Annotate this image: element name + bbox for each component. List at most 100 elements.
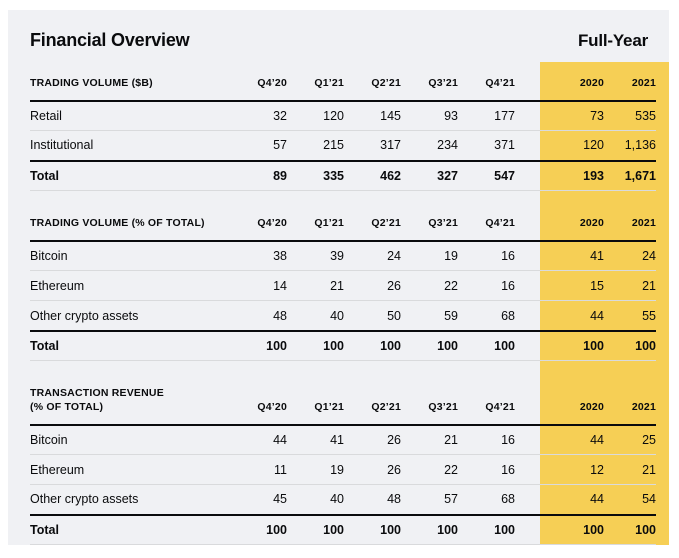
table-cell: 177 (458, 100, 515, 132)
tables-container: TRADING VOLUME ($B) Q4’20 Q1’21 Q2’21 Q3’21 Q… (8, 63, 669, 545)
row-label: Total (30, 329, 230, 362)
table-trading-volume-of-total: TRADING VOLUME (% OF TOTAL) Q4’20 Q1’21 Q2’… (30, 207, 656, 362)
table-cell: 44 (230, 424, 287, 456)
table-cell: 547 (458, 159, 515, 192)
table-cell: 26 (344, 270, 401, 302)
row-label: Bitcoin (30, 240, 230, 272)
table-title: TRADING VOLUME (% OF TOTAL) (30, 207, 230, 242)
table-cell: 100 (540, 513, 604, 545)
table-cell: 57 (401, 484, 458, 516)
table-cell: 21 (401, 424, 458, 456)
table-cell: 100 (287, 513, 344, 545)
column-header-2021: 2021 (604, 207, 656, 242)
row-label: Total (30, 159, 230, 192)
table-cell: 16 (458, 424, 515, 456)
table-cell: 45 (230, 484, 287, 516)
table-cell: 100 (401, 513, 458, 545)
table-cell: 48 (230, 300, 287, 332)
table-cell: 14 (230, 270, 287, 302)
page-title: Financial Overview (30, 30, 190, 50)
spacer (515, 159, 540, 192)
table-cell: 120 (540, 130, 604, 162)
table-cell: 32 (230, 100, 287, 132)
table-cell: 68 (458, 484, 515, 516)
table-cell: 44 (540, 300, 604, 332)
row-label: Ethereum (30, 454, 230, 486)
table-cell: 100 (540, 329, 604, 362)
spacer (515, 377, 540, 426)
full-year-label: Full-Year (577, 31, 648, 50)
table-cell: 41 (540, 240, 604, 272)
table-cell: 100 (458, 513, 515, 545)
table-row-total: Total 100 100 100 100 100 100 100 (30, 329, 656, 362)
table-cell: 40 (287, 484, 344, 516)
column-header-q4-21: Q4’21 (458, 377, 515, 426)
table-cell: 100 (344, 329, 401, 362)
spacer (515, 300, 540, 332)
table-row-ethereum: Ethereum 11 19 26 22 16 12 21 (30, 454, 656, 486)
row-label: Institutional (30, 130, 230, 162)
table-cell: 44 (540, 424, 604, 456)
table-cell: 327 (401, 159, 458, 192)
row-label: Other crypto assets (30, 484, 230, 516)
table-cell: 54 (604, 484, 656, 516)
table-row-other-crypto-assets: Other crypto assets 45 40 48 57 68 44 54 (30, 484, 656, 516)
column-header-q4-20: Q4’20 (230, 207, 287, 242)
table-row-total: Total 89 335 462 327 547 193 1,671 (30, 159, 656, 192)
table-cell: 1,671 (604, 159, 656, 192)
column-header-q4-20: Q4’20 (230, 377, 287, 426)
column-header-2020: 2020 (540, 377, 604, 426)
table-cell: 73 (540, 100, 604, 132)
table-header-row: TRADING VOLUME ($B) Q4’20 Q1’21 Q2’21 Q3’21 Q… (30, 63, 656, 102)
column-header-q1-21: Q1’21 (287, 207, 344, 242)
spacer (515, 240, 540, 272)
row-label: Total (30, 513, 230, 545)
table-cell: 57 (230, 130, 287, 162)
table-cell: 68 (458, 300, 515, 332)
table-cell: 21 (604, 270, 656, 302)
table-cell: 100 (458, 329, 515, 362)
table-cell: 21 (287, 270, 344, 302)
table-title: TRADING VOLUME ($B) (30, 63, 230, 102)
table-cell: 44 (540, 484, 604, 516)
column-header-q3-21: Q3’21 (401, 63, 458, 102)
table-transaction-revenue: TRANSACTION REVENUE (% OF TOTAL) Q4’20 Q1’2… (30, 377, 656, 545)
table-cell: 462 (344, 159, 401, 192)
spacer (515, 207, 540, 242)
table-cell: 371 (458, 130, 515, 162)
spacer (515, 329, 540, 362)
table-cell: 89 (230, 159, 287, 192)
table-cell: 39 (287, 240, 344, 272)
column-header-2020: 2020 (540, 207, 604, 242)
table-row-other-crypto-assets: Other crypto assets 48 40 50 59 68 44 55 (30, 300, 656, 332)
table-cell: 26 (344, 424, 401, 456)
financial-overview-panel: Financial Overview Full-Year TRADING VOL… (8, 10, 669, 545)
table-cell: 19 (287, 454, 344, 486)
spacer (515, 484, 540, 516)
table-trading-volume-b: TRADING VOLUME ($B) Q4’20 Q1’21 Q2’21 Q3’21 Q… (30, 63, 656, 192)
table-cell: 100 (344, 513, 401, 545)
table-cell: 193 (540, 159, 604, 192)
table-cell: 16 (458, 454, 515, 486)
table-row-retail: Retail 32 120 145 93 177 73 535 (30, 100, 656, 132)
table-cell: 21 (604, 454, 656, 486)
spacer (515, 63, 540, 102)
table-cell: 15 (540, 270, 604, 302)
table-cell: 11 (230, 454, 287, 486)
table-cell: 100 (604, 513, 656, 545)
table-cell: 215 (287, 130, 344, 162)
table-cell: 1,136 (604, 130, 656, 162)
title-bar: Financial Overview Full-Year (30, 30, 656, 51)
table-cell: 38 (230, 240, 287, 272)
spacer (515, 454, 540, 486)
table-cell: 22 (401, 454, 458, 486)
column-header-q4-20: Q4’20 (230, 63, 287, 102)
table-row-bitcoin: Bitcoin 38 39 24 19 16 41 24 (30, 240, 656, 272)
table-cell: 16 (458, 240, 515, 272)
column-header-q2-21: Q2’21 (344, 63, 401, 102)
table-cell: 24 (344, 240, 401, 272)
table-cell: 93 (401, 100, 458, 132)
row-label: Other crypto assets (30, 300, 230, 332)
spacer (515, 513, 540, 545)
table-cell: 25 (604, 424, 656, 456)
